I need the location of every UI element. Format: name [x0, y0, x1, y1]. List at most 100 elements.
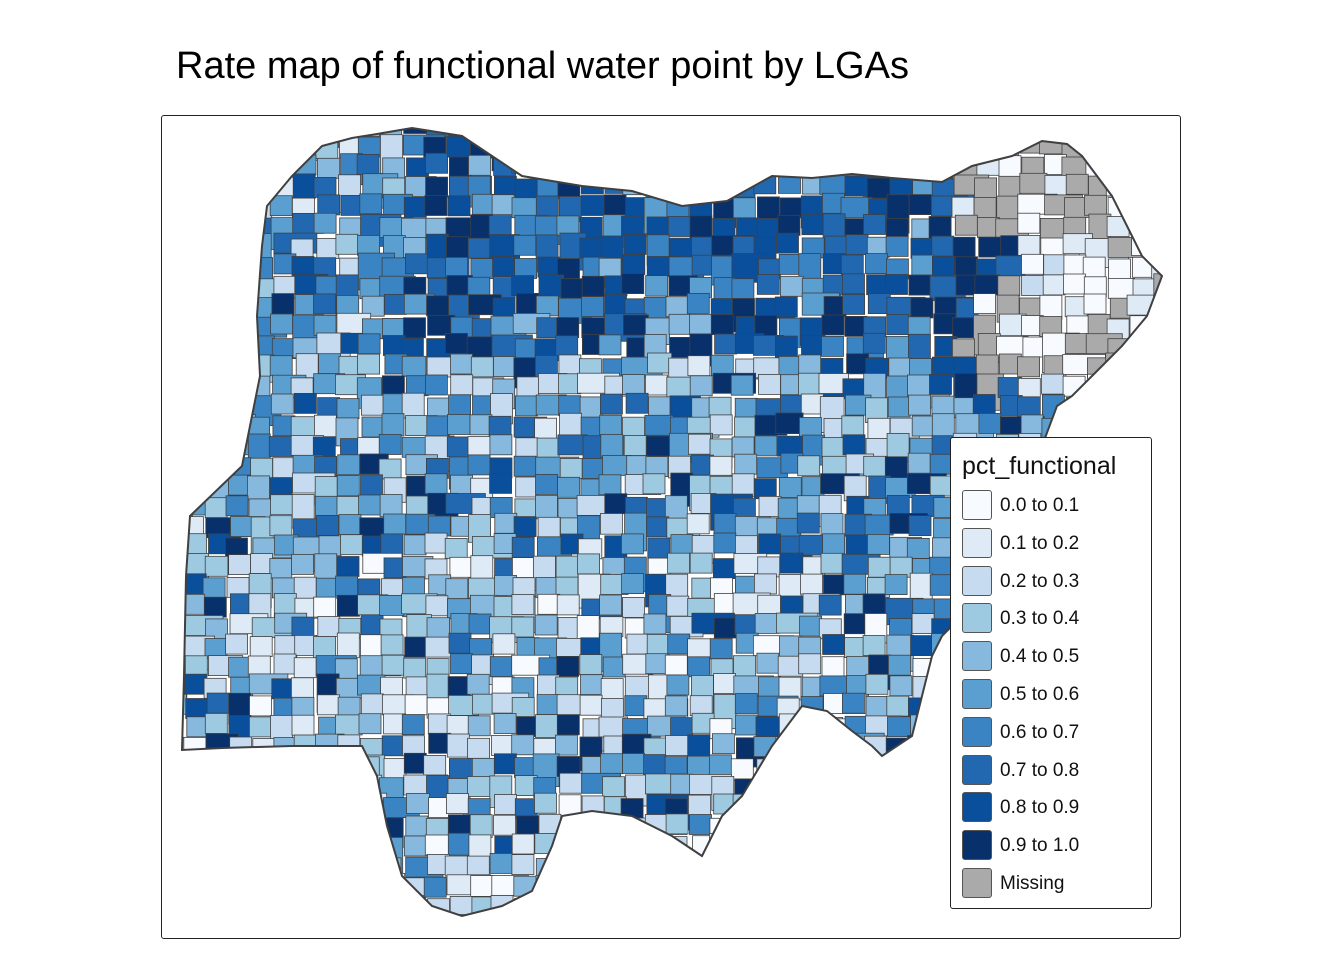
- lga-polygon: [537, 516, 561, 538]
- lga-polygon: [691, 895, 715, 916]
- lga-polygon: [886, 152, 910, 174]
- lga-polygon: [248, 753, 271, 785]
- lga-polygon: [228, 554, 251, 576]
- lga-polygon: [1128, 355, 1152, 378]
- lga-polygon: [599, 393, 623, 415]
- legend-label: 0.9 to 1.0: [1000, 835, 1080, 857]
- lga-polygon: [182, 433, 203, 464]
- lga-polygon: [381, 654, 405, 676]
- lga-polygon: [670, 534, 694, 556]
- lga-polygon: [758, 373, 781, 395]
- legend: pct_functional 0.0 to 0.1 0.1 to 0.2 0.2 t…: [950, 437, 1152, 909]
- lga-polygon: [1171, 437, 1181, 457]
- lga-polygon: [185, 875, 210, 916]
- lga-polygon: [599, 414, 623, 436]
- lga-polygon: [535, 875, 565, 896]
- lga-polygon: [1150, 832, 1162, 859]
- lga-polygon: [621, 215, 644, 237]
- lga-polygon: [340, 534, 364, 556]
- lga-polygon: [689, 695, 713, 717]
- lga-polygon: [623, 435, 647, 457]
- lga-polygon: [467, 454, 491, 476]
- lga-polygon: [778, 573, 802, 597]
- lga-polygon: [626, 633, 650, 655]
- lga-polygon: [1153, 294, 1162, 316]
- lga-polygon: [403, 196, 427, 218]
- lga-polygon: [382, 934, 404, 939]
- lga-polygon: [886, 494, 910, 516]
- lga-polygon: [932, 135, 956, 165]
- lga-polygon: [734, 858, 762, 879]
- lga-polygon: [401, 217, 427, 239]
- lga-polygon: [470, 935, 492, 939]
- lga-polygon: [203, 435, 227, 457]
- legend-swatch: [962, 641, 992, 672]
- lga-polygon: [908, 274, 932, 296]
- lga-polygon: [402, 735, 425, 757]
- lga-polygon: [599, 594, 623, 616]
- lga-polygon: [182, 238, 193, 259]
- lga-polygon: [862, 635, 886, 656]
- lga-polygon: [339, 773, 363, 811]
- lga-polygon: [1042, 913, 1080, 916]
- lga-polygon: [929, 675, 952, 699]
- lga-polygon: [997, 275, 1021, 297]
- lga-polygon: [626, 894, 650, 916]
- lga-polygon: [272, 854, 295, 889]
- lga-polygon: [183, 273, 207, 294]
- lga-polygon: [906, 776, 930, 798]
- lga-polygon: [511, 833, 535, 855]
- lga-polygon: [581, 296, 605, 318]
- lga-polygon: [182, 395, 186, 417]
- lga-polygon: [403, 317, 426, 339]
- lga-polygon: [889, 755, 912, 776]
- lga-polygon: [689, 313, 712, 335]
- lga-polygon: [841, 858, 865, 880]
- lga-polygon: [556, 714, 580, 736]
- lga-polygon: [929, 373, 952, 395]
- lga-polygon: [182, 855, 202, 877]
- lga-polygon: [798, 717, 843, 738]
- lga-polygon: [867, 128, 890, 139]
- lga-polygon: [889, 858, 913, 880]
- lga-polygon: [252, 738, 276, 777]
- lga-polygon: [313, 596, 337, 618]
- lga-polygon: [864, 735, 887, 757]
- lga-polygon: [559, 877, 583, 899]
- lga-polygon: [797, 773, 821, 812]
- lga-polygon: [467, 237, 493, 259]
- lga-polygon: [316, 157, 340, 179]
- lga-polygon: [182, 128, 186, 149]
- legend-swatch: [962, 792, 992, 823]
- lga-polygon: [578, 128, 602, 152]
- lga-polygon: [820, 934, 842, 939]
- lga-polygon: [671, 917, 693, 939]
- lga-polygon: [929, 453, 953, 475]
- lga-polygon: [1153, 155, 1162, 177]
- lga-polygon: [1148, 614, 1162, 636]
- lga-polygon: [889, 128, 913, 137]
- lga-polygon: [184, 655, 208, 677]
- lga-polygon: [667, 216, 691, 237]
- lga-polygon: [450, 474, 473, 496]
- lga-polygon: [466, 673, 490, 695]
- lga-polygon: [911, 415, 935, 437]
- map-title: Rate map of functional water point by LG…: [176, 45, 909, 87]
- lga-polygon: [885, 218, 909, 239]
- lga-polygon: [709, 173, 733, 200]
- lga-polygon: [800, 128, 824, 147]
- lga-polygon: [249, 892, 284, 916]
- lga-polygon: [471, 693, 495, 715]
- lga-polygon: [644, 834, 668, 856]
- lga-polygon: [401, 392, 425, 419]
- lga-polygon: [446, 733, 470, 758]
- lga-polygon: [293, 392, 317, 414]
- lga-polygon: [1086, 413, 1124, 435]
- lga-polygon: [1173, 354, 1181, 374]
- lga-polygon: [911, 254, 935, 276]
- lga-polygon: [1153, 354, 1162, 375]
- lga-polygon: [336, 875, 360, 897]
- lga-polygon: [359, 193, 383, 215]
- lga-polygon: [972, 128, 996, 135]
- lga-polygon: [250, 553, 273, 575]
